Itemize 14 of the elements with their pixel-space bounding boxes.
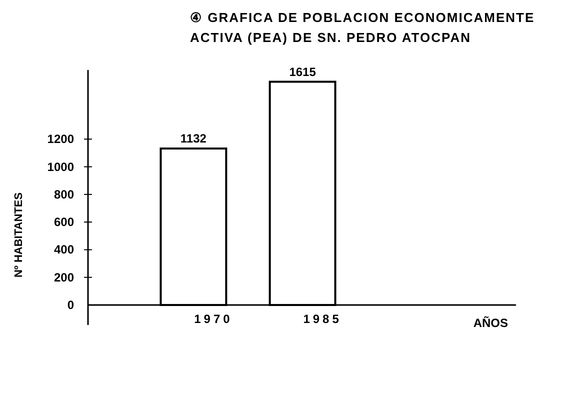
y-tick-label: 200 <box>54 270 74 284</box>
data-label: 1132 <box>180 132 207 146</box>
x-tick-label: 1970 <box>194 312 233 326</box>
y-tick-label: 800 <box>54 187 74 202</box>
y-tick-label: 600 <box>54 215 74 230</box>
data-label: 1615 <box>289 64 316 79</box>
text: AÑOS <box>473 316 508 330</box>
chart-title: ④ GRAFICA DE POBLACION ECONOMICAMENTE ACTIVA (PEA) DE SN. PEDRO ATOCPAN <box>190 10 535 45</box>
y-tick-label: 1200 <box>47 132 74 146</box>
y-tick-label: 400 <box>54 242 74 257</box>
y-tick-label: 1000 <box>47 160 74 174</box>
x-tick-label: 1985 <box>303 312 342 326</box>
y-axis-title: Nº HABITANTES <box>13 192 25 278</box>
y-tick-label: 0 <box>67 298 74 312</box>
